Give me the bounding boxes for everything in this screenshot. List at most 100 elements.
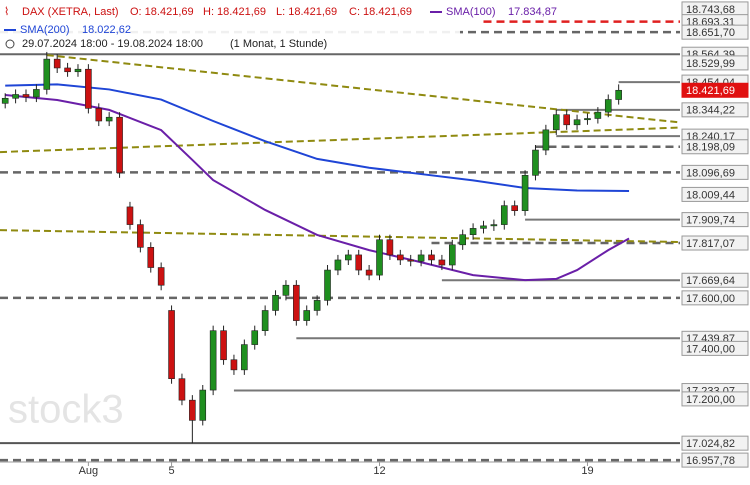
level-box: [681, 186, 749, 202]
level-box: [681, 272, 749, 288]
candle-body: [220, 330, 227, 361]
candle-body: [189, 399, 196, 421]
candle-body: [334, 259, 342, 271]
level-label: 18.421,69: [686, 85, 735, 97]
candle-body: [157, 267, 165, 286]
candle-body: [345, 254, 352, 261]
level-box: [681, 435, 749, 451]
candle-body: [480, 225, 487, 229]
candle-body: [355, 254, 363, 271]
candle-body: [407, 259, 415, 262]
level-label: 18.651,70: [686, 27, 735, 39]
level-label: 18.198,09: [686, 142, 735, 154]
candle-body: [43, 58, 51, 90]
candle-body: [105, 116, 113, 122]
candle-body: [376, 239, 383, 276]
candle-body: [615, 89, 622, 100]
candle-body: [573, 119, 581, 126]
candle-body: [64, 67, 71, 73]
candle-body: [563, 114, 570, 126]
candle-body: [521, 175, 529, 211]
level-label: 18.529,99: [686, 58, 735, 70]
level-box: [681, 102, 749, 118]
candle-body: [137, 224, 144, 248]
candle-body: [542, 129, 550, 151]
level-box: [681, 340, 749, 356]
candle-body: [511, 205, 518, 211]
sma-line: [5, 93, 630, 282]
legend-ohlc: H: 18.421,69: [203, 6, 266, 18]
trend-line: [46, 54, 750, 131]
candle-body: [438, 259, 446, 266]
candle-body: [199, 389, 207, 421]
legend-ohlc: L: 18.421,69: [276, 6, 337, 18]
candle-body: [95, 108, 103, 122]
legend-clock: [5, 39, 15, 49]
level-box: [681, 290, 749, 306]
level-box: [681, 452, 749, 468]
legend-name: SMA(200): [20, 24, 70, 36]
candle-body: [500, 205, 508, 225]
candle-body: [178, 378, 186, 401]
level-label: 17.817,07: [686, 238, 735, 250]
level-label: 17.400,00: [686, 343, 735, 355]
level-box: [681, 139, 749, 155]
legend-name: SMA(100): [446, 6, 496, 18]
level-label: 17.669,64: [686, 275, 735, 287]
candle-body: [241, 344, 248, 371]
trend-line: [0, 229, 681, 244]
level-label: 17.909,74: [686, 215, 735, 227]
level-label: 18.096,69: [686, 167, 735, 179]
level-box: [681, 55, 749, 71]
candle-body: [1, 97, 9, 104]
level-box: [681, 82, 749, 98]
candle-body: [209, 330, 217, 391]
candle-body: [313, 300, 321, 311]
candle-body: [397, 254, 404, 261]
level-label: 16.957,78: [686, 455, 735, 467]
candle-body: [459, 234, 466, 246]
legend-period: 29.07.2024 18:00 - 19.08.2024 18:00: [22, 38, 203, 50]
candle-body: [74, 68, 82, 73]
candle-body: [324, 269, 331, 301]
level-box: [681, 212, 749, 228]
candle-body: [272, 295, 279, 311]
level-box: [681, 391, 749, 407]
legend-ohlc: C: 18.421,69: [349, 6, 412, 18]
level-label: 17.200,00: [686, 394, 735, 406]
candle-body: [116, 116, 123, 174]
candle-body: [147, 247, 155, 268]
candle-body: [365, 269, 373, 276]
level-box: [681, 164, 749, 180]
trend-line: [0, 124, 750, 154]
candle-body: [594, 111, 602, 119]
level-label: 18.344,22: [686, 105, 735, 117]
legend-icon: ⌇: [4, 6, 9, 18]
legend-ohlc: O: 18.421,69: [130, 6, 194, 18]
legend-symbol: DAX (XETRA, Last): [22, 6, 119, 18]
candle-body: [448, 244, 456, 266]
candle-body: [53, 58, 61, 69]
candle-body: [251, 330, 259, 345]
level-label: 18.009,44: [686, 189, 735, 201]
x-tick-label: 19: [581, 465, 593, 477]
candle-body: [417, 254, 425, 262]
candle-body: [293, 284, 300, 321]
legend-bg: [0, 0, 460, 52]
candle-body: [552, 114, 560, 131]
legend-value: 17.834,87: [508, 6, 557, 18]
candle-body: [126, 206, 134, 225]
candle-body: [168, 310, 175, 379]
level-box: [681, 24, 749, 40]
candle-body: [428, 254, 435, 261]
level-box: [681, 235, 749, 251]
candle-body: [584, 118, 591, 121]
level-label: 18.743,68: [686, 4, 735, 16]
candle-body: [230, 359, 238, 371]
level-label: 17.600,00: [686, 293, 735, 305]
candle-body: [261, 310, 269, 331]
candle-body: [604, 99, 612, 113]
x-tick-label: 5: [168, 465, 174, 477]
candle-body: [12, 94, 19, 99]
